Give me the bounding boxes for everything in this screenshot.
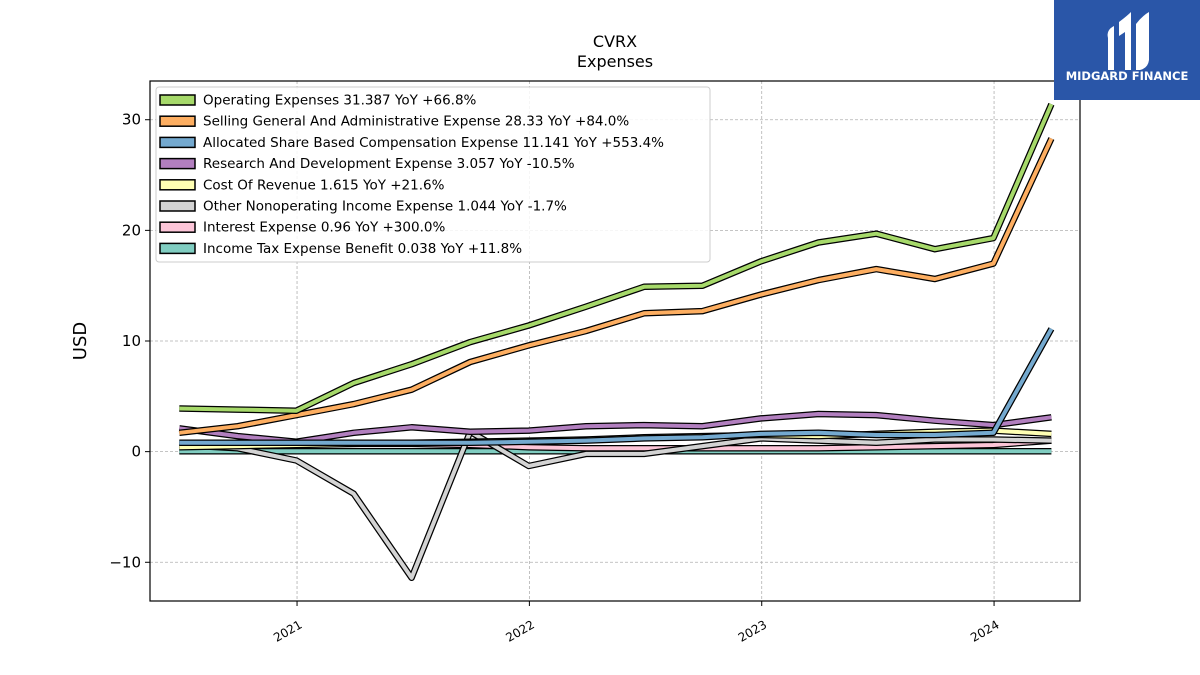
- y-tick-label: 30: [122, 111, 141, 129]
- series-other-nonoperating-income-expense: [179, 428, 1052, 582]
- series-allocated-share-based-compensation-expense: [179, 327, 1055, 447]
- legend-label: Allocated Share Based Compensation Expen…: [203, 135, 664, 151]
- series-line: [179, 327, 1054, 445]
- series-operating-expenses: [179, 102, 1055, 414]
- legend-frame: [155, 86, 711, 263]
- legend-label: Interest Expense 0.96 YoY +300.0%: [203, 220, 445, 236]
- chart-subtitle: Expenses: [577, 52, 653, 71]
- legend: Operating Expenses 31.387 YoY +66.8% Sell…: [155, 86, 711, 263]
- y-tick-label: 10: [122, 332, 141, 350]
- legend-swatch: [159, 157, 196, 170]
- legend-label: Research And Development Expense 3.057 Y…: [203, 156, 575, 172]
- legend-label: Income Tax Expense Benefit 0.038 YoY +11…: [203, 241, 522, 257]
- legend-swatch: [159, 94, 196, 106]
- y-axis: −10 0 10 20 30: [109, 111, 150, 571]
- series-selling-general-and-administrative-expense: [178, 137, 1055, 437]
- series-research-and-development-expense: [178, 410, 1052, 445]
- chart-title: CVRX: [593, 32, 637, 51]
- legend-label: Other Nonoperating Income Expense 1.044 …: [203, 199, 567, 215]
- series-lines: [178, 102, 1055, 582]
- y-tick-label: 0: [131, 443, 141, 461]
- brand-badge: MIDGARD FINANCE: [1054, 0, 1200, 100]
- y-tick-label: 20: [122, 221, 141, 239]
- midgard-logo-icon: [1107, 12, 1149, 70]
- series-line: [179, 429, 1052, 580]
- brand-name: MIDGARD FINANCE: [1066, 69, 1189, 83]
- legend-swatch: [159, 115, 196, 127]
- series-line: [179, 412, 1052, 444]
- legend-swatch: [159, 200, 196, 212]
- y-axis-label: USD: [70, 322, 91, 360]
- y-tick-label: −10: [109, 553, 141, 571]
- series-line: [179, 103, 1054, 413]
- legend-swatch: [159, 221, 196, 233]
- plot-frame: [149, 80, 1081, 602]
- legend-swatch: [159, 179, 196, 191]
- legend-label: Cost Of Revenue 1.615 YoY +21.6%: [203, 177, 445, 193]
- legend-swatch: [159, 136, 196, 149]
- legend-swatch: [159, 242, 196, 255]
- series-line: [179, 137, 1054, 435]
- legend-label: Operating Expenses 31.387 YoY +66.8%: [203, 93, 477, 109]
- legend-label: Selling General And Administrative Expen…: [203, 114, 629, 130]
